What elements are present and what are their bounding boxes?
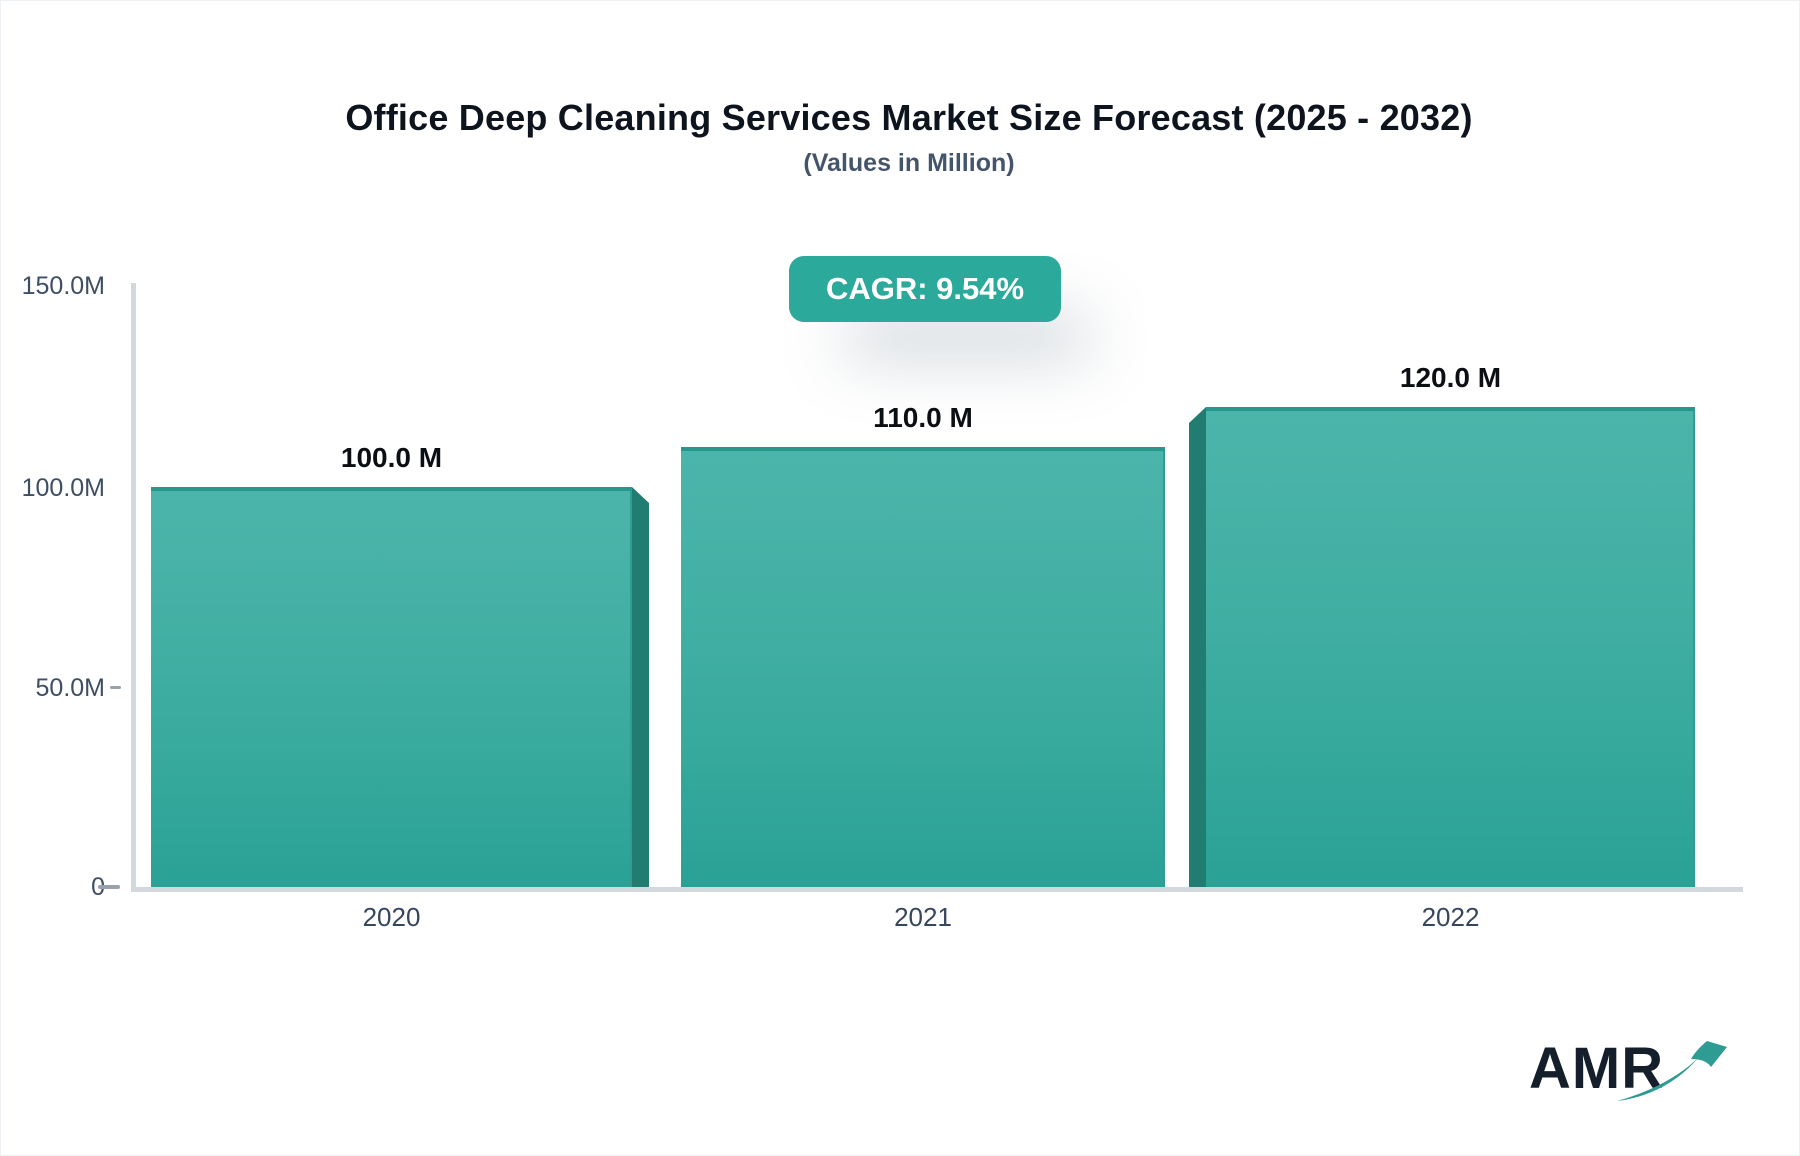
bar-3d-side-panel (632, 487, 649, 890)
y-tick-label-50: 50.0M (35, 674, 105, 702)
bar-value-label: 100.0 M (340, 442, 443, 473)
y-tick-label-150: 150.0M (21, 272, 105, 300)
bar-2020: 100.0 M (151, 442, 649, 890)
bar-face (681, 447, 1165, 890)
y-tick-mark-50 (110, 686, 121, 689)
brand-logo: AMR (1529, 1031, 1727, 1111)
y-tick-mark-0 (98, 885, 120, 889)
bar-3d-side-panel (1189, 407, 1206, 890)
bar-face (1206, 407, 1695, 890)
chart-subtitle: (Values in Million) (803, 149, 1015, 177)
bar-2021: 110.0 M (681, 402, 1165, 890)
brand-logo-text: AMR (1529, 1036, 1665, 1101)
x-axis-label-2022: 2022 (1421, 902, 1480, 932)
cagr-badge: CAGR: 9.54% (789, 256, 1061, 322)
y-tick-label-100: 100.0M (21, 474, 105, 502)
bar-face (151, 487, 632, 890)
x-axis-line (131, 887, 1743, 892)
x-axis-label-2020: 2020 (362, 902, 421, 932)
bar-2022: 120.0 M (1189, 362, 1695, 890)
trend-up-arrow-icon (1617, 1041, 1727, 1101)
chart-title: Office Deep Cleaning Services Market Siz… (345, 97, 1473, 138)
bar-value-label: 120.0 M (1399, 362, 1502, 393)
bar-value-label: 110.0 M (873, 402, 973, 433)
y-axis-line (131, 283, 136, 892)
y-tick-label-0: 0 (1, 872, 105, 902)
x-axis-label-2021: 2021 (894, 902, 952, 932)
